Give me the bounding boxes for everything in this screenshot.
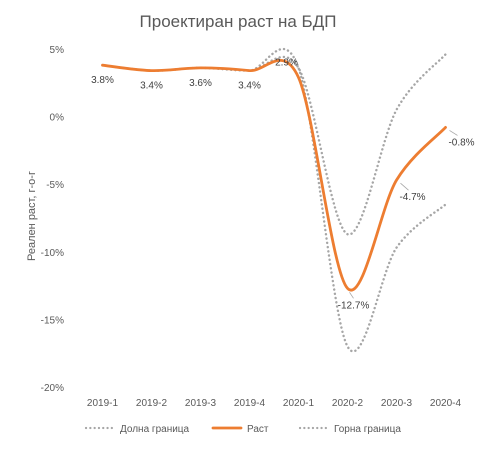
y-tick-label: -20%: [41, 383, 64, 394]
data-label: -0.8%: [448, 137, 474, 148]
x-tick-label: 2020-1: [283, 398, 315, 409]
y-axis-label: Реален раст, г-о-г: [26, 171, 38, 261]
data-label: 3.4%: [140, 81, 163, 92]
y-tick-label: -15%: [41, 315, 64, 326]
data-label: -12.7%: [338, 300, 370, 311]
x-tick-label: 2019-2: [136, 398, 168, 409]
x-tick-label: 2020-4: [430, 398, 462, 409]
data-label: 3.8%: [91, 75, 114, 86]
data-label-leader: [349, 292, 354, 299]
chart-title: Проектиран раст на БДП: [140, 12, 337, 31]
x-tick-label: 2019-3: [185, 398, 217, 409]
y-tick-label: 0%: [50, 113, 65, 124]
x-tick-label: 2020-3: [381, 398, 413, 409]
data-label: 3.4%: [238, 81, 261, 92]
data-label: -4.7%: [399, 192, 425, 203]
data-label: 2.9%: [275, 57, 298, 68]
series-line-rast: [101, 59, 447, 292]
data-label: 3.6%: [189, 78, 212, 89]
x-tick-label: 2020-2: [332, 398, 364, 409]
legend-label: Долна граница: [120, 424, 190, 435]
y-tick-label: 5%: [50, 45, 65, 56]
y-tick-label: -5%: [46, 180, 64, 191]
y-tick-label: -10%: [41, 248, 64, 259]
plot-area: 5% 0% -5% -10% -15% -20% 2019-1 2019-2 2019-3 201…: [41, 45, 475, 409]
series-line-lower-bound: [101, 48, 447, 353]
legend-label: Горна граница: [334, 424, 401, 435]
legend-label: Раст: [247, 424, 269, 435]
legend: Долна граница Раст Горна граница: [84, 424, 401, 435]
data-label-leader: [400, 182, 409, 191]
x-tick-label: 2019-4: [234, 398, 266, 409]
data-label-leader: [449, 130, 458, 136]
x-tick-label: 2019-1: [87, 398, 119, 409]
